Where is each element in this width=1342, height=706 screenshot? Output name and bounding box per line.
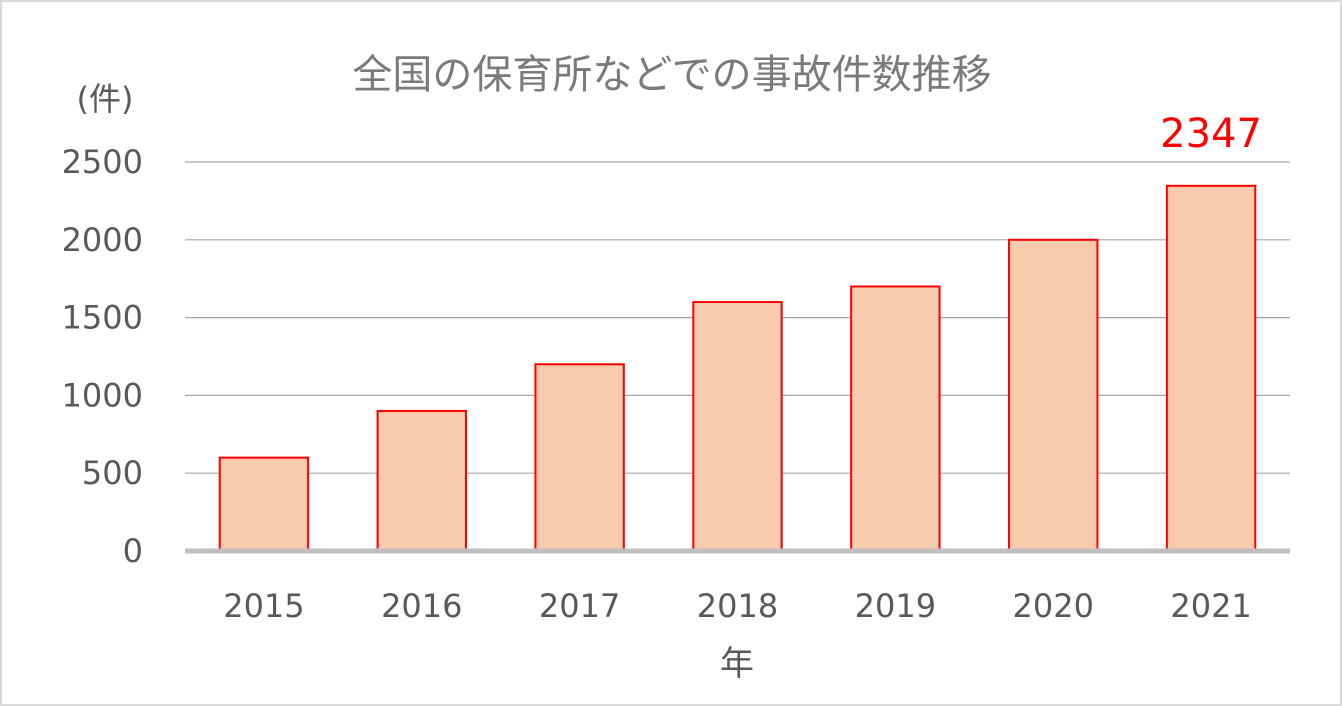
y-tick-label: 1000 <box>62 376 143 414</box>
x-tick-label: 2021 <box>1170 587 1251 625</box>
x-tick-label: 2018 <box>697 587 778 625</box>
data-label-2021: 2347 <box>1160 111 1262 157</box>
y-tick-label: 1500 <box>62 299 143 337</box>
chart-title: 全国の保育所などでの事故件数推移 <box>352 52 991 98</box>
x-tick-label: 2015 <box>223 587 304 625</box>
bar-2019 <box>850 285 941 552</box>
bar-2017 <box>534 363 625 552</box>
bar-2021 <box>1165 184 1257 552</box>
y-axis-unit-label: (件) <box>77 80 134 118</box>
x-axis-label: 年 <box>720 644 754 684</box>
x-tick-label: 2020 <box>1012 587 1093 625</box>
y-tick-label: 2000 <box>62 221 143 259</box>
y-axis-ticks: 0 500 1000 1500 2000 2500 <box>62 143 143 570</box>
data-annotations: 2347 <box>1160 111 1262 157</box>
y-tick-label: 2500 <box>62 143 143 181</box>
bar-2016 <box>376 409 467 552</box>
x-tick-label: 2019 <box>855 587 936 625</box>
bar-2015 <box>218 456 310 553</box>
y-tick-label: 0 <box>123 532 143 570</box>
x-tick-label: 2017 <box>539 587 620 625</box>
x-axis-ticks: 2015 2016 2017 2018 2019 2020 2021 <box>223 587 1252 625</box>
y-tick-label: 500 <box>82 454 143 492</box>
x-tick-label: 2016 <box>381 587 462 625</box>
bar-2018 <box>692 301 783 553</box>
bar-2020 <box>1008 238 1099 553</box>
bars <box>218 184 1257 553</box>
